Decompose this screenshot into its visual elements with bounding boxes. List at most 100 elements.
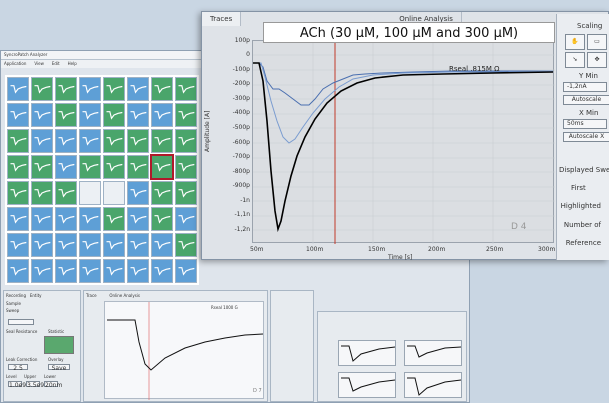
bg-well-label: D 7 <box>253 388 262 394</box>
well[interactable] <box>31 233 53 257</box>
zoom-box-icon[interactable]: ▭ <box>587 34 607 50</box>
well[interactable] <box>55 181 77 205</box>
well[interactable] <box>151 129 173 153</box>
well[interactable] <box>55 77 77 101</box>
well[interactable] <box>7 129 29 153</box>
highlighted-label: Highlighted <box>560 202 601 210</box>
well[interactable] <box>31 207 53 231</box>
well[interactable] <box>127 77 149 101</box>
cursor-icon[interactable]: ➘ <box>565 52 585 68</box>
well[interactable] <box>79 77 101 101</box>
well[interactable] <box>103 259 125 283</box>
well[interactable] <box>127 181 149 205</box>
well[interactable] <box>79 207 101 231</box>
ymin-input[interactable]: -1,2nA <box>563 82 607 92</box>
tab-trace[interactable]: Trace <box>86 293 97 298</box>
well[interactable] <box>151 181 173 205</box>
well[interactable] <box>175 103 197 127</box>
well[interactable] <box>7 155 29 179</box>
well[interactable] <box>127 129 149 153</box>
well[interactable] <box>127 207 149 231</box>
tab-online-analysis[interactable]: Online Analysis <box>109 293 140 298</box>
well[interactable] <box>79 181 101 205</box>
well[interactable] <box>7 103 29 127</box>
well[interactable] <box>103 233 125 257</box>
menu-edit[interactable]: Edit <box>51 61 60 66</box>
tab-recording[interactable]: Recording <box>6 293 27 298</box>
well-label: D 4 <box>511 222 527 232</box>
menu-view[interactable]: View <box>34 61 44 66</box>
menu-help[interactable]: Help <box>67 61 77 66</box>
well[interactable] <box>127 155 149 179</box>
well[interactable] <box>55 103 77 127</box>
well[interactable] <box>7 181 29 205</box>
well[interactable] <box>55 233 77 257</box>
well[interactable] <box>175 233 197 257</box>
show-protocol-button[interactable] <box>8 319 34 325</box>
well[interactable] <box>175 181 197 205</box>
well[interactable] <box>31 129 53 153</box>
well[interactable] <box>79 259 101 283</box>
well[interactable] <box>151 207 173 231</box>
well[interactable] <box>7 259 29 283</box>
well[interactable] <box>7 207 29 231</box>
scaling-panel: Scaling ✋ ▭ ➘ ✥ Y Min -1,2nA Autoscale X… <box>556 14 609 260</box>
bg-rseal: Rseal 1000 G <box>211 305 238 310</box>
field-2[interactable]: 1.0e9 <box>8 381 27 389</box>
well[interactable] <box>150 154 174 180</box>
well[interactable] <box>31 181 53 205</box>
well[interactable] <box>79 129 101 153</box>
well[interactable] <box>175 155 197 179</box>
well[interactable] <box>103 207 125 231</box>
label-upper: Upper <box>24 374 37 379</box>
well[interactable] <box>55 207 77 231</box>
menu-application[interactable]: Application <box>4 61 27 66</box>
pan-hand-icon[interactable]: ✋ <box>565 34 585 50</box>
well[interactable] <box>55 155 77 179</box>
xmin-input[interactable]: 50ms <box>563 119 607 129</box>
move-icon[interactable]: ✥ <box>587 52 607 68</box>
well[interactable] <box>31 155 53 179</box>
label-lower: Lower <box>44 374 56 379</box>
well[interactable] <box>151 259 173 283</box>
well[interactable] <box>103 181 125 205</box>
well[interactable] <box>31 259 53 283</box>
save-button[interactable]: Save <box>48 364 70 372</box>
well[interactable] <box>175 207 197 231</box>
well[interactable] <box>175 259 197 283</box>
well[interactable] <box>103 77 125 101</box>
well[interactable] <box>31 103 53 127</box>
ytick: -600p <box>232 139 250 146</box>
well[interactable] <box>151 77 173 101</box>
autoscale-x-button[interactable]: Autoscale X <box>563 132 609 142</box>
well[interactable] <box>103 129 125 153</box>
well[interactable] <box>79 233 101 257</box>
field-1[interactable]: 2.5 <box>8 364 28 372</box>
well[interactable] <box>127 233 149 257</box>
well[interactable] <box>55 129 77 153</box>
field-4[interactable]: 20nm <box>44 381 63 389</box>
ytick: -500p <box>232 124 250 131</box>
autoscale-y-button[interactable]: Autoscale <box>563 95 609 105</box>
tab-traces[interactable]: Traces <box>202 12 242 26</box>
traces-svg <box>253 41 555 244</box>
well[interactable] <box>175 77 197 101</box>
tab-online-analysis-front[interactable]: Online Analysis <box>391 12 462 26</box>
well[interactable] <box>79 103 101 127</box>
field-3[interactable]: 3.5e9 <box>26 381 45 389</box>
well[interactable] <box>31 77 53 101</box>
well[interactable] <box>175 129 197 153</box>
well[interactable] <box>7 233 29 257</box>
well[interactable] <box>151 233 173 257</box>
ytick: -100p <box>232 66 250 73</box>
well[interactable] <box>103 155 125 179</box>
trace-black <box>253 62 554 233</box>
well[interactable] <box>103 103 125 127</box>
well[interactable] <box>151 103 173 127</box>
well[interactable] <box>79 155 101 179</box>
well[interactable] <box>7 77 29 101</box>
well[interactable] <box>55 259 77 283</box>
well[interactable] <box>127 103 149 127</box>
well[interactable] <box>127 259 149 283</box>
tab-entity[interactable]: Entity <box>29 293 42 298</box>
